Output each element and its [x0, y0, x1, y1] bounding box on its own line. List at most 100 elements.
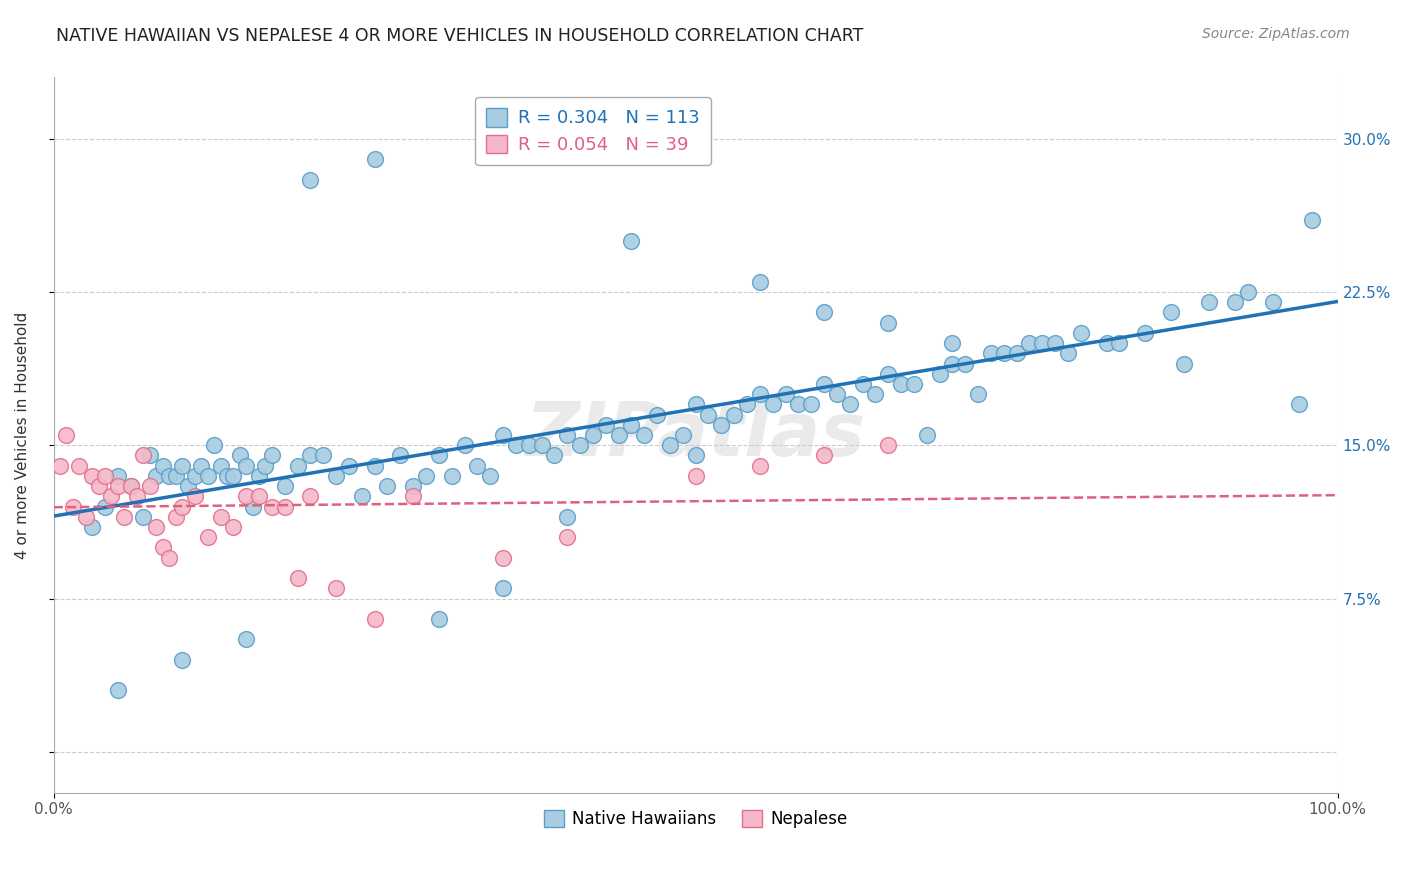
- Point: [569, 438, 592, 452]
- Point: [941, 336, 963, 351]
- Point: [877, 367, 900, 381]
- Point: [955, 357, 977, 371]
- Point: [299, 172, 322, 186]
- Point: [492, 428, 515, 442]
- Point: [658, 438, 681, 452]
- Point: [197, 530, 219, 544]
- Point: [415, 469, 437, 483]
- Point: [1173, 357, 1195, 371]
- Point: [1018, 336, 1040, 351]
- Point: [139, 479, 162, 493]
- Point: [505, 438, 527, 452]
- Point: [492, 582, 515, 596]
- Point: [1133, 326, 1156, 340]
- Point: [363, 152, 385, 166]
- Point: [555, 530, 578, 544]
- Point: [735, 397, 758, 411]
- Point: [402, 479, 425, 493]
- Point: [215, 469, 238, 483]
- Point: [132, 509, 155, 524]
- Point: [377, 479, 399, 493]
- Point: [620, 417, 643, 432]
- Point: [492, 550, 515, 565]
- Point: [838, 397, 860, 411]
- Point: [120, 479, 142, 493]
- Point: [633, 428, 655, 442]
- Point: [389, 449, 412, 463]
- Point: [107, 683, 129, 698]
- Point: [775, 387, 797, 401]
- Point: [260, 449, 283, 463]
- Point: [1070, 326, 1092, 340]
- Point: [62, 500, 84, 514]
- Point: [890, 376, 912, 391]
- Point: [555, 428, 578, 442]
- Point: [337, 458, 360, 473]
- Point: [903, 376, 925, 391]
- Point: [1236, 285, 1258, 299]
- Point: [825, 387, 848, 401]
- Point: [800, 397, 823, 411]
- Y-axis label: 4 or more Vehicles in Household: 4 or more Vehicles in Household: [15, 311, 30, 558]
- Point: [453, 438, 475, 452]
- Point: [851, 376, 873, 391]
- Point: [1160, 305, 1182, 319]
- Point: [697, 408, 720, 422]
- Point: [363, 612, 385, 626]
- Point: [1005, 346, 1028, 360]
- Point: [645, 408, 668, 422]
- Point: [222, 469, 245, 483]
- Point: [184, 469, 207, 483]
- Point: [132, 449, 155, 463]
- Point: [184, 489, 207, 503]
- Point: [363, 458, 385, 473]
- Point: [247, 469, 270, 483]
- Point: [299, 489, 322, 503]
- Point: [112, 509, 135, 524]
- Point: [685, 469, 707, 483]
- Point: [274, 479, 297, 493]
- Point: [325, 469, 347, 483]
- Point: [312, 449, 335, 463]
- Point: [1263, 295, 1285, 310]
- Point: [710, 417, 733, 432]
- Point: [1198, 295, 1220, 310]
- Point: [582, 428, 605, 442]
- Point: [530, 438, 553, 452]
- Point: [94, 469, 117, 483]
- Legend: Native Hawaiians, Nepalese: Native Hawaiians, Nepalese: [537, 803, 853, 834]
- Point: [813, 449, 835, 463]
- Point: [685, 397, 707, 411]
- Point: [197, 469, 219, 483]
- Point: [865, 387, 887, 401]
- Point: [1301, 213, 1323, 227]
- Point: [235, 632, 257, 647]
- Point: [685, 449, 707, 463]
- Point: [877, 438, 900, 452]
- Point: [723, 408, 745, 422]
- Point: [49, 458, 72, 473]
- Point: [928, 367, 950, 381]
- Point: [287, 571, 309, 585]
- Point: [100, 489, 122, 503]
- Point: [427, 449, 450, 463]
- Point: [260, 500, 283, 514]
- Point: [1057, 346, 1080, 360]
- Point: [254, 458, 277, 473]
- Point: [595, 417, 617, 432]
- Point: [287, 458, 309, 473]
- Point: [1095, 336, 1118, 351]
- Text: NATIVE HAWAIIAN VS NEPALESE 4 OR MORE VEHICLES IN HOUSEHOLD CORRELATION CHART: NATIVE HAWAIIAN VS NEPALESE 4 OR MORE VE…: [56, 27, 863, 45]
- Point: [748, 275, 770, 289]
- Point: [543, 449, 565, 463]
- Text: Source: ZipAtlas.com: Source: ZipAtlas.com: [1202, 27, 1350, 41]
- Point: [145, 520, 167, 534]
- Point: [107, 479, 129, 493]
- Point: [813, 305, 835, 319]
- Point: [82, 469, 104, 483]
- Point: [165, 509, 187, 524]
- Point: [165, 469, 187, 483]
- Point: [877, 316, 900, 330]
- Point: [555, 509, 578, 524]
- Point: [967, 387, 990, 401]
